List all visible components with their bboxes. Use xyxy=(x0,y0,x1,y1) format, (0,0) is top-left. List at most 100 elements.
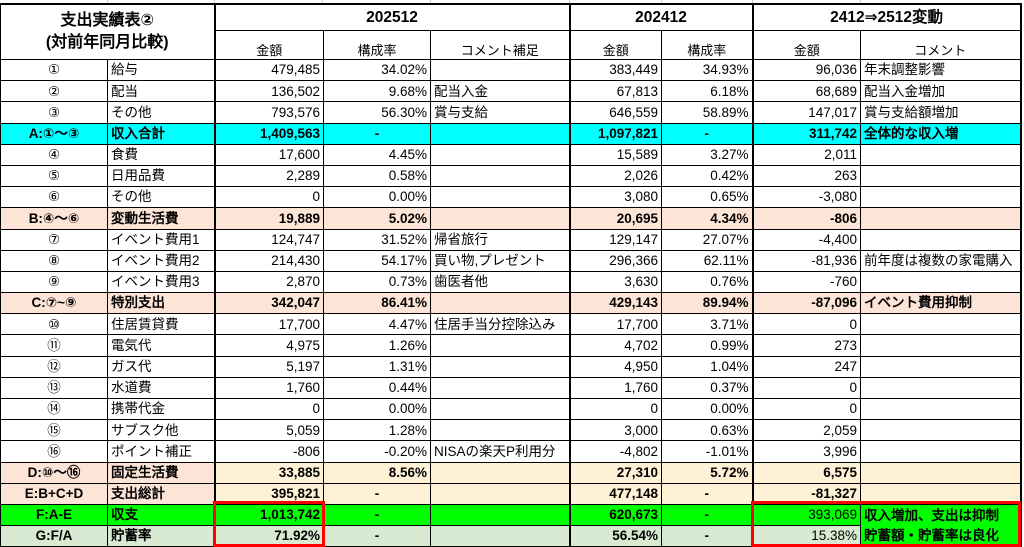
current-comment: 配当入金 xyxy=(430,80,571,103)
item-name: 変動生活費 xyxy=(106,207,216,230)
change-comment xyxy=(860,143,1022,166)
previous-ratio: 0.00% xyxy=(661,397,754,421)
summary-comment: 収入増加、支出は抑制 貯蓄額・貯蓄率は良化 xyxy=(860,503,1022,547)
current-amount: 33,885 xyxy=(213,461,325,484)
current-ratio: 4.45% xyxy=(323,143,432,166)
change-amount: 6,575 xyxy=(751,461,862,484)
change-comment xyxy=(860,355,1022,378)
previous-ratio: 58.89% xyxy=(661,101,754,124)
change-amount: 311,742 xyxy=(751,122,862,145)
current-comment xyxy=(430,419,571,442)
table-row: ⑥ その他 0 0.00% 3,080 0.65% -3,080 xyxy=(0,186,1022,209)
change-comment: 賞与支給額増加 xyxy=(860,101,1022,124)
change-amount: -87,096 xyxy=(751,292,862,315)
column-header-current-comment: コメント補足 xyxy=(430,30,571,60)
current-amount: 479,485 xyxy=(213,58,325,82)
previous-ratio: 0.63% xyxy=(661,419,754,442)
current-ratio: -0.20% xyxy=(323,440,432,463)
current-ratio: 9.68% xyxy=(323,80,432,103)
row-label: ⑬ xyxy=(0,376,108,400)
period-header-change: 2412⇒2512変動 xyxy=(751,3,1022,31)
previous-amount: 4,702 xyxy=(568,334,663,357)
summary-comment-line1: 収入増加、支出は抑制 xyxy=(864,507,1000,523)
row-label: B:④～⑥ xyxy=(0,207,108,230)
row-label: ⑪ xyxy=(0,334,108,357)
current-amount: 0 xyxy=(213,186,325,209)
item-name: イベント費用3 xyxy=(106,270,216,294)
current-ratio: - xyxy=(323,122,432,145)
previous-amount: 17,700 xyxy=(568,313,663,336)
previous-ratio: 34.93% xyxy=(661,58,754,82)
change-amount: -4,400 xyxy=(751,228,862,251)
current-comment: 歯医者他 xyxy=(430,270,571,294)
item-name: 固定生活費 xyxy=(106,461,216,484)
change-amount: 247 xyxy=(751,355,862,378)
current-amount: 5,059 xyxy=(213,419,325,442)
current-ratio: - xyxy=(323,482,432,505)
change-amount: 263 xyxy=(751,164,862,188)
current-comment: 賞与支給 xyxy=(430,101,571,124)
current-amount: 342,047 xyxy=(213,292,325,315)
income-total-row: A:①～③ 収入合計 1,409,563 - 1,097,821 - 311,7… xyxy=(0,122,1022,145)
change-amount: -3,080 xyxy=(751,186,862,209)
row-label: ⑨ xyxy=(0,270,108,294)
previous-amount: 3,080 xyxy=(568,186,663,209)
period-header-current: 202512 xyxy=(213,3,571,31)
row-label: ③ xyxy=(0,101,108,124)
current-comment xyxy=(430,58,571,82)
change-amount: 2,059 xyxy=(751,419,862,442)
row-label: ④ xyxy=(0,143,108,166)
previous-amount: 4,950 xyxy=(568,355,663,378)
current-comment xyxy=(430,482,571,505)
change-amount: 68,689 xyxy=(751,80,862,103)
current-ratio: 0.58% xyxy=(323,164,432,188)
table-title-line1: 支出実績表② xyxy=(60,12,155,29)
change-comment: 年末調整影響 xyxy=(860,58,1022,82)
change-comment xyxy=(860,397,1022,421)
current-amount: 395,821 xyxy=(213,482,325,505)
previous-ratio: 0.76% xyxy=(661,270,754,294)
change-amount: -81,936 xyxy=(751,249,862,272)
previous-ratio: - xyxy=(661,525,754,547)
current-comment xyxy=(430,503,571,527)
change-amount: 2,011 xyxy=(751,143,862,166)
current-comment xyxy=(430,397,571,421)
column-header-change-amount: 金額 xyxy=(751,30,862,60)
item-name: ポイント補正 xyxy=(106,440,216,463)
change-comment xyxy=(860,482,1022,505)
current-amount: 1,409,563 xyxy=(213,122,325,145)
previous-ratio: 0.37% xyxy=(661,376,754,400)
item-name: 収入合計 xyxy=(106,122,216,145)
previous-ratio: -1.01% xyxy=(661,440,754,463)
row-label: ⑮ xyxy=(0,419,108,442)
row-label: ⑦ xyxy=(0,228,108,251)
item-name: 携帯代金 xyxy=(106,397,216,421)
change-comment xyxy=(860,334,1022,357)
previous-ratio: 62.11% xyxy=(661,249,754,272)
previous-amount: 296,366 xyxy=(568,249,663,272)
item-name: 給与 xyxy=(106,58,216,82)
change-amount: 0 xyxy=(751,397,862,421)
table-row: ⑦ イベント費用1 124,747 31.52% 帰省旅行 129,147 27… xyxy=(0,228,1022,251)
change-comment xyxy=(860,228,1022,251)
current-ratio: - xyxy=(323,525,432,547)
current-amount: 1,760 xyxy=(213,376,325,400)
table-title: 支出実績表② (対前年同月比較) xyxy=(0,3,216,60)
previous-amount: 477,148 xyxy=(568,482,663,505)
change-amount: 96,036 xyxy=(751,58,862,82)
table-row: ⑫ ガス代 5,197 1.31% 4,950 1.04% 247 xyxy=(0,355,1022,378)
previous-amount: 429,143 xyxy=(568,292,663,315)
change-amount: 0 xyxy=(751,313,862,336)
variable-expense-subtotal-row: B:④～⑥ 変動生活費 19,889 5.02% 20,695 4.34% -8… xyxy=(0,207,1022,230)
previous-amount: 2,026 xyxy=(568,164,663,188)
current-comment xyxy=(430,525,571,547)
previous-amount: 56.54% xyxy=(568,525,663,547)
previous-amount: 1,760 xyxy=(568,376,663,400)
item-name: 特別支出 xyxy=(106,292,216,315)
item-name: 食費 xyxy=(106,143,216,166)
previous-ratio: 4.34% xyxy=(661,207,754,230)
previous-ratio: 0.42% xyxy=(661,164,754,188)
current-comment xyxy=(430,164,571,188)
current-ratio: - xyxy=(323,503,432,527)
previous-ratio: 3.71% xyxy=(661,313,754,336)
